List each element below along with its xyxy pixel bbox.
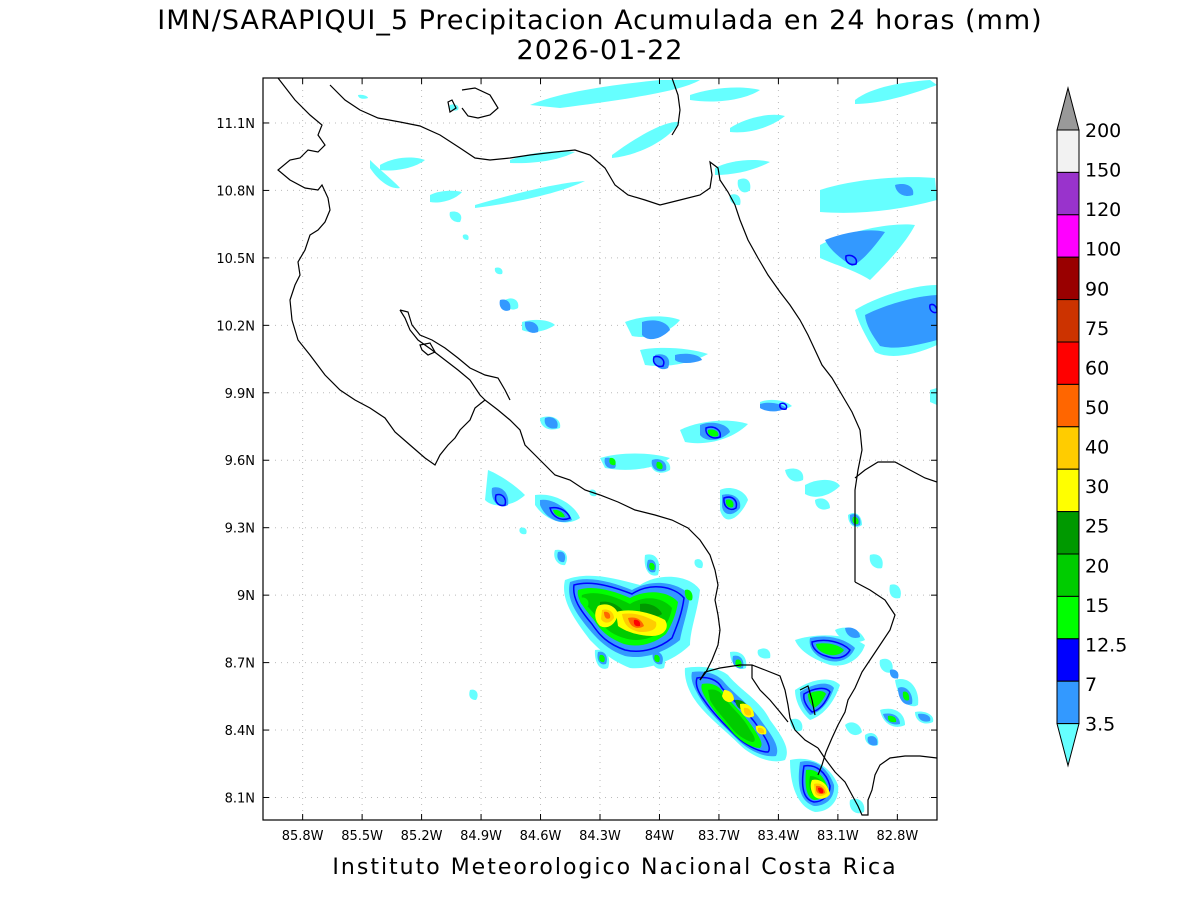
lon-tick-label: 83.7W	[698, 829, 740, 844]
lat-tick-label: 10.5N	[216, 252, 255, 267]
lat-tick-label: 10.8N	[216, 184, 255, 199]
lon-tick-label: 84.9W	[460, 829, 502, 844]
lat-tick-label: 8.4N	[225, 724, 255, 739]
colorbar-label: 50	[1085, 397, 1109, 419]
colorbar-swatch	[1056, 468, 1080, 513]
colorbar-swatch	[1056, 129, 1080, 173]
colorbar-swatch	[1056, 383, 1080, 428]
lon-tick-label: 85.2W	[401, 829, 443, 844]
colorbar-label: 120	[1085, 199, 1121, 221]
lat-tick-label: 10.2N	[216, 319, 255, 334]
lon-tick-label: 84W	[645, 829, 675, 844]
lon-tick-label: 85.5W	[341, 829, 383, 844]
colorbar-swatch	[1056, 638, 1080, 682]
lat-tick-label: 8.1N	[225, 792, 255, 807]
lon-tick-label: 83.1W	[817, 829, 859, 844]
lon-tick-label: 83.4W	[758, 829, 800, 844]
intense-rain-area	[595, 604, 830, 799]
lat-tick-label: 11.1N	[216, 117, 255, 132]
colorbar-swatch	[1056, 511, 1080, 555]
lat-tick-label: 9.6N	[225, 454, 255, 469]
lon-tick-label: 82.8W	[876, 829, 918, 844]
lat-tick-label: 8.7N	[225, 657, 255, 672]
colorbar-swatch	[1056, 595, 1080, 640]
precipitation-field	[358, 80, 937, 814]
colorbar-label: 30	[1085, 476, 1109, 498]
colorbar-label: 60	[1085, 357, 1109, 379]
colorbar-label: 90	[1085, 278, 1109, 300]
colorbar-label: 150	[1085, 160, 1121, 182]
colorbar-label: 200	[1085, 120, 1121, 142]
coastline	[277, 78, 937, 816]
colorbar-swatch	[1056, 426, 1080, 470]
lat-tick-label: 9.3N	[225, 522, 255, 537]
colorbar-label: 100	[1085, 239, 1121, 261]
lon-tick-label: 85.8W	[282, 829, 324, 844]
colorbar-label: 40	[1085, 437, 1109, 459]
colorbar: 3.5 7 12.5 15 20 25 30 40 50 60 75 90 100 120 150 200	[1056, 86, 1127, 768]
colorbar-label: 7	[1085, 674, 1097, 696]
colorbar-swatch	[1056, 299, 1080, 343]
colorbar-top-triangle	[1056, 86, 1080, 131]
lon-tick-label: 84.3W	[579, 829, 621, 844]
lat-tick-label: 9N	[237, 589, 255, 604]
colorbar-swatch	[1056, 341, 1080, 385]
colorbar-swatch	[1056, 553, 1080, 597]
colorbar-label: 75	[1085, 318, 1109, 340]
map-date: 2026-01-22	[516, 35, 684, 66]
colorbar-swatch	[1056, 214, 1080, 258]
map-title: IMN/SARAPIQUI_5 Precipitacion Acumulada …	[157, 5, 1043, 36]
colorbar-bottom-triangle	[1056, 723, 1080, 768]
colorbar-swatch	[1056, 680, 1080, 725]
colorbar-label: 15	[1085, 595, 1109, 617]
colorbar-label: 12.5	[1085, 634, 1127, 656]
colorbar-label: 3.5	[1085, 714, 1115, 736]
colorbar-swatch	[1056, 256, 1080, 301]
map-axes: 85.8W 85.5W 85.2W 84.9W 84.6W 84.3W 84W 83.7W 83…	[216, 78, 937, 844]
footer-credit: Instituto Meteorologico Nacional Costa R…	[332, 855, 898, 880]
lat-tick-label: 9.9N	[225, 387, 255, 402]
colorbar-swatch	[1056, 171, 1080, 216]
colorbar-label: 20	[1085, 555, 1109, 577]
colorbar-label: 25	[1085, 516, 1109, 538]
lon-tick-label: 84.6W	[520, 829, 562, 844]
